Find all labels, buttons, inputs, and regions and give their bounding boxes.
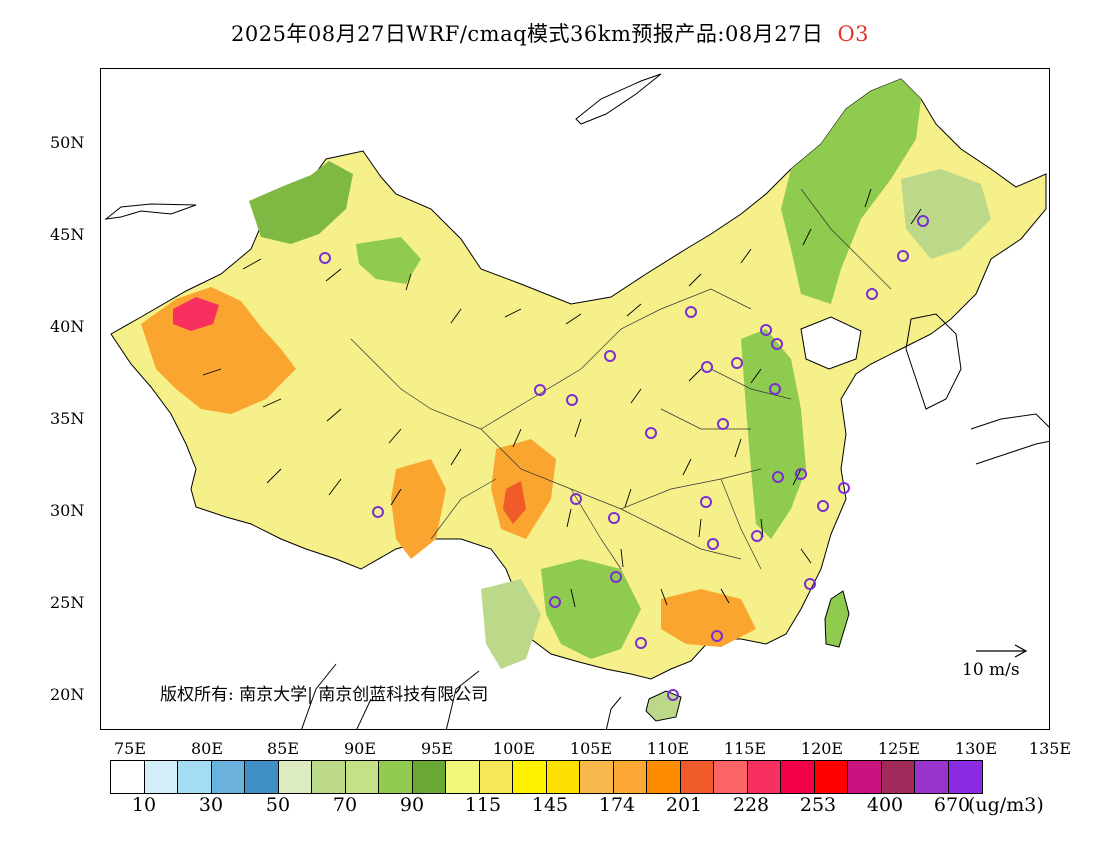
northeast-green <box>781 79 921 304</box>
title-text: 2025年08月27日WRF/cmaq模式36km预报产品:08月27日 <box>230 22 824 46</box>
station-markers <box>319 215 929 701</box>
colorbar-swatch <box>647 761 681 793</box>
sichuan-peak <box>503 481 526 524</box>
tibet-orange <box>391 459 446 559</box>
colorbar-swatch <box>848 761 882 793</box>
colorbar-swatch <box>814 761 848 793</box>
colorbar-label: 400 <box>866 794 904 816</box>
colorbar-swatch <box>446 761 480 793</box>
lake-balkhash <box>104 203 197 220</box>
hainan-island <box>645 690 682 722</box>
colorbar-swatch <box>379 761 413 793</box>
wind-scale-label: 10 m/s <box>962 660 1020 680</box>
colorbar-swatch <box>613 761 647 793</box>
colorbar-label: 201 <box>665 794 703 816</box>
colorbar-label: 10 <box>131 794 157 816</box>
lat-label-20n: 20N <box>50 685 85 704</box>
lon-label-80e: 80E <box>190 739 224 758</box>
lon-label-90e: 90E <box>343 739 377 758</box>
lon-label-110e: 110E <box>646 739 690 758</box>
lat-label-25n: 25N <box>50 593 85 612</box>
lon-label-115e: 115E <box>723 739 767 758</box>
colorbar-swatch <box>211 761 245 793</box>
northwest-peak-zone <box>173 297 219 331</box>
colorbar-swatch <box>948 761 982 793</box>
east-coast-green <box>741 329 806 539</box>
northeast-green-2 <box>901 169 991 259</box>
colorbar-label: 50 <box>265 794 291 816</box>
lon-label-135e: 135E <box>1028 739 1072 758</box>
korea-outline <box>905 313 962 410</box>
lon-label-100e: 100E <box>492 739 536 758</box>
colorbar-swatch <box>781 761 815 793</box>
colorbar-swatch <box>245 761 279 793</box>
lon-label-105e: 105E <box>569 739 613 758</box>
lon-label-120e: 120E <box>800 739 844 758</box>
colorbar-label: 253 <box>799 794 837 816</box>
lat-label-45n: 45N <box>50 225 85 244</box>
bohai-sea <box>800 316 862 370</box>
north-xinjiang-green <box>249 161 353 244</box>
lon-label-75e: 75E <box>113 739 147 758</box>
colorbar-label: 70 <box>332 794 358 816</box>
colorbar-label: 115 <box>464 794 502 816</box>
colorbar-swatch <box>881 761 915 793</box>
colorbar-label: 145 <box>531 794 569 816</box>
lon-label-130e: 130E <box>954 739 998 758</box>
lon-label-85e: 85E <box>266 739 300 758</box>
colorbar-swatch <box>747 761 781 793</box>
colorbar-label: 30 <box>198 794 224 816</box>
map-svg <box>104 73 1049 729</box>
japan-outline <box>970 413 1049 465</box>
chart-title: 2025年08月27日WRF/cmaq模式36km预报产品:08月27日 O3 <box>0 18 1100 48</box>
lat-label-35n: 35N <box>50 409 85 428</box>
guangdong-orange <box>661 589 756 647</box>
province-borders <box>350 188 892 570</box>
lon-label-95e: 95E <box>420 739 454 758</box>
taiwan-island <box>824 590 850 648</box>
copyright-text: 版权所有: 南京大学| 南京创蓝科技有限公司 <box>160 685 489 705</box>
lat-label-50n: 50N <box>50 133 85 152</box>
colorbar-swatch <box>345 761 379 793</box>
wind-vectors <box>202 188 922 608</box>
colorbar-swatch <box>278 761 312 793</box>
colorbar <box>110 760 983 794</box>
colorbar-swatch <box>144 761 178 793</box>
colorbar-swatch <box>680 761 714 793</box>
colorbar-label: 228 <box>732 794 770 816</box>
colorbar-label: 670 <box>933 794 971 816</box>
southeast-asia-coast <box>301 663 622 729</box>
colorbar-swatch <box>714 761 748 793</box>
wind-scale-arrow <box>976 644 1028 658</box>
colorbar-swatch <box>412 761 446 793</box>
lake-baikal <box>575 73 662 125</box>
colorbar-swatch <box>546 761 580 793</box>
colorbar-swatch <box>178 761 212 793</box>
colorbar-swatch <box>580 761 614 793</box>
colorbar-label: 90 <box>399 794 425 816</box>
colorbar-swatch <box>915 761 949 793</box>
south-green-2 <box>481 579 541 669</box>
lon-label-125e: 125E <box>877 739 921 758</box>
map-frame[interactable] <box>100 68 1050 730</box>
colorbar-swatch <box>312 761 346 793</box>
gansu-green <box>356 237 421 284</box>
colorbar-unit: (ug/m3) <box>968 794 1044 816</box>
south-green <box>541 559 641 659</box>
lat-label-40n: 40N <box>50 317 85 336</box>
colorbar-swatch <box>513 761 547 793</box>
colorbar-swatch <box>479 761 513 793</box>
lat-label-30n: 30N <box>50 501 85 520</box>
colorbar-label: 174 <box>598 794 636 816</box>
pollutant-label: O3 <box>837 22 870 46</box>
colorbar-swatch <box>111 761 145 793</box>
